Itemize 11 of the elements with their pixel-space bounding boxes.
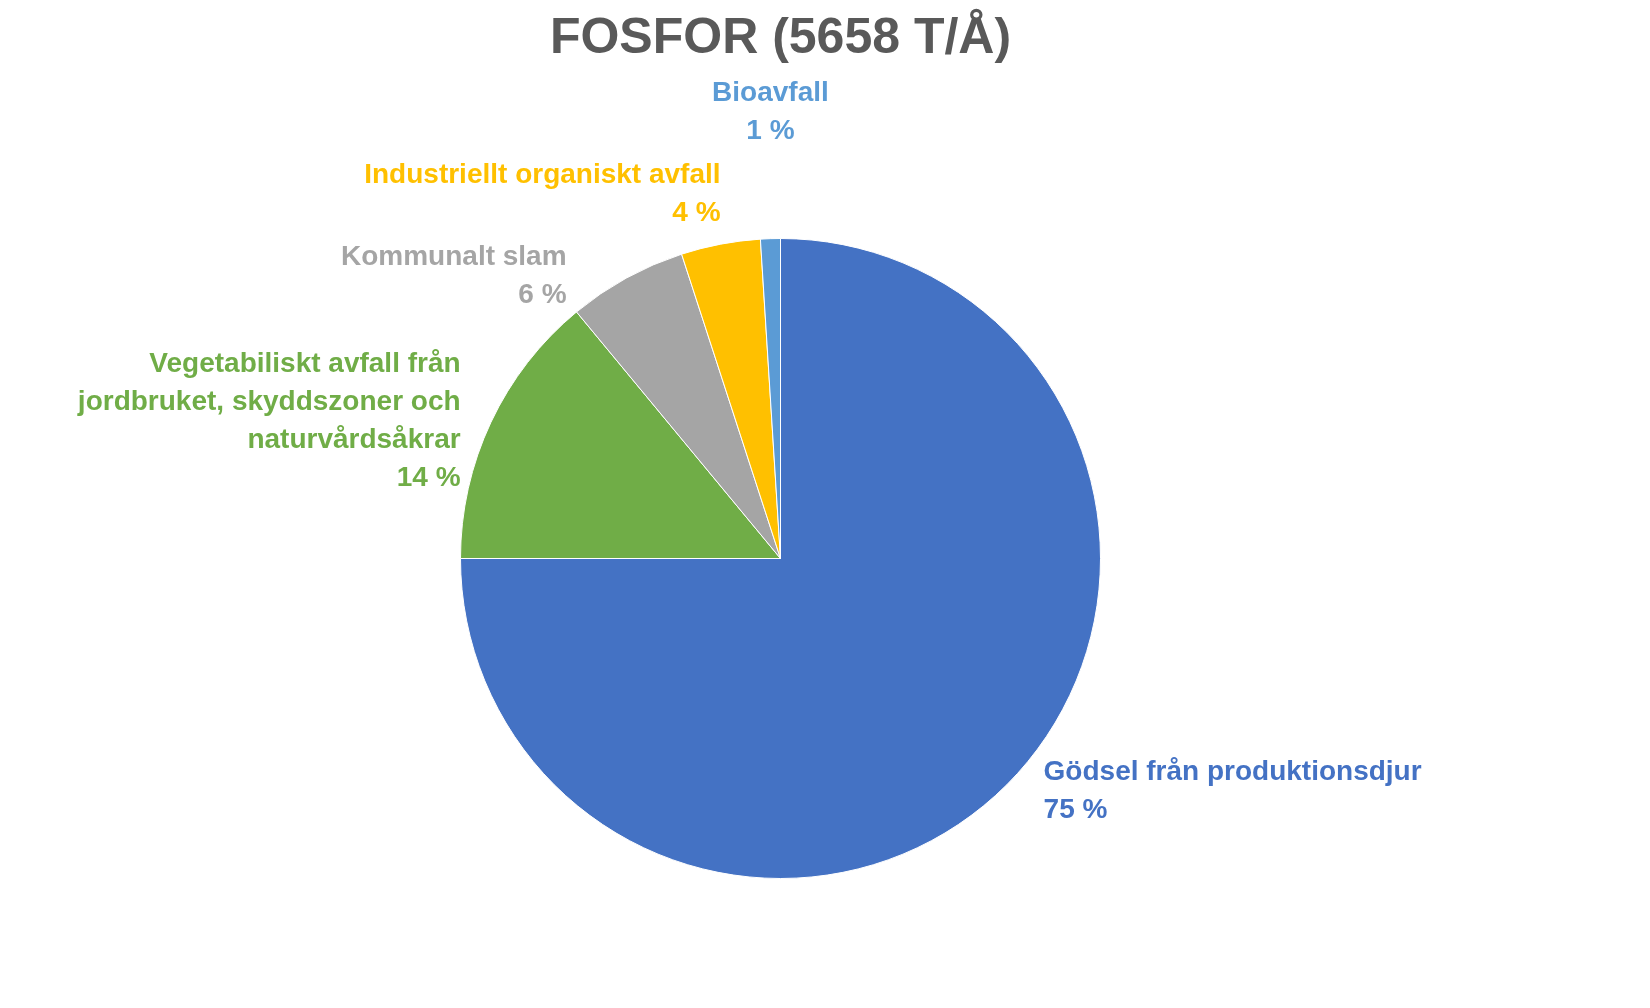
data-label: 4 %	[672, 196, 721, 227]
data-label: 6 %	[518, 278, 567, 309]
slice-label: Gödsel från produktionsdjur	[1043, 754, 1422, 786]
chart-title: FOSFOR (5658 T/Å)	[549, 7, 1012, 64]
data-label: 75 %	[1043, 792, 1108, 824]
slice-label: Bioavfall	[712, 76, 829, 107]
slice-label: Vegetabiliskt avfall från jordbruket, skyddszoner och naturvårdsåkrar	[76, 347, 461, 455]
slice-label: Kommunalt slam	[340, 240, 567, 271]
slice-label: Industriellt organiskt avfall	[364, 158, 721, 189]
data-label: 1 %	[746, 114, 795, 145]
data-label: 14 %	[396, 461, 461, 493]
